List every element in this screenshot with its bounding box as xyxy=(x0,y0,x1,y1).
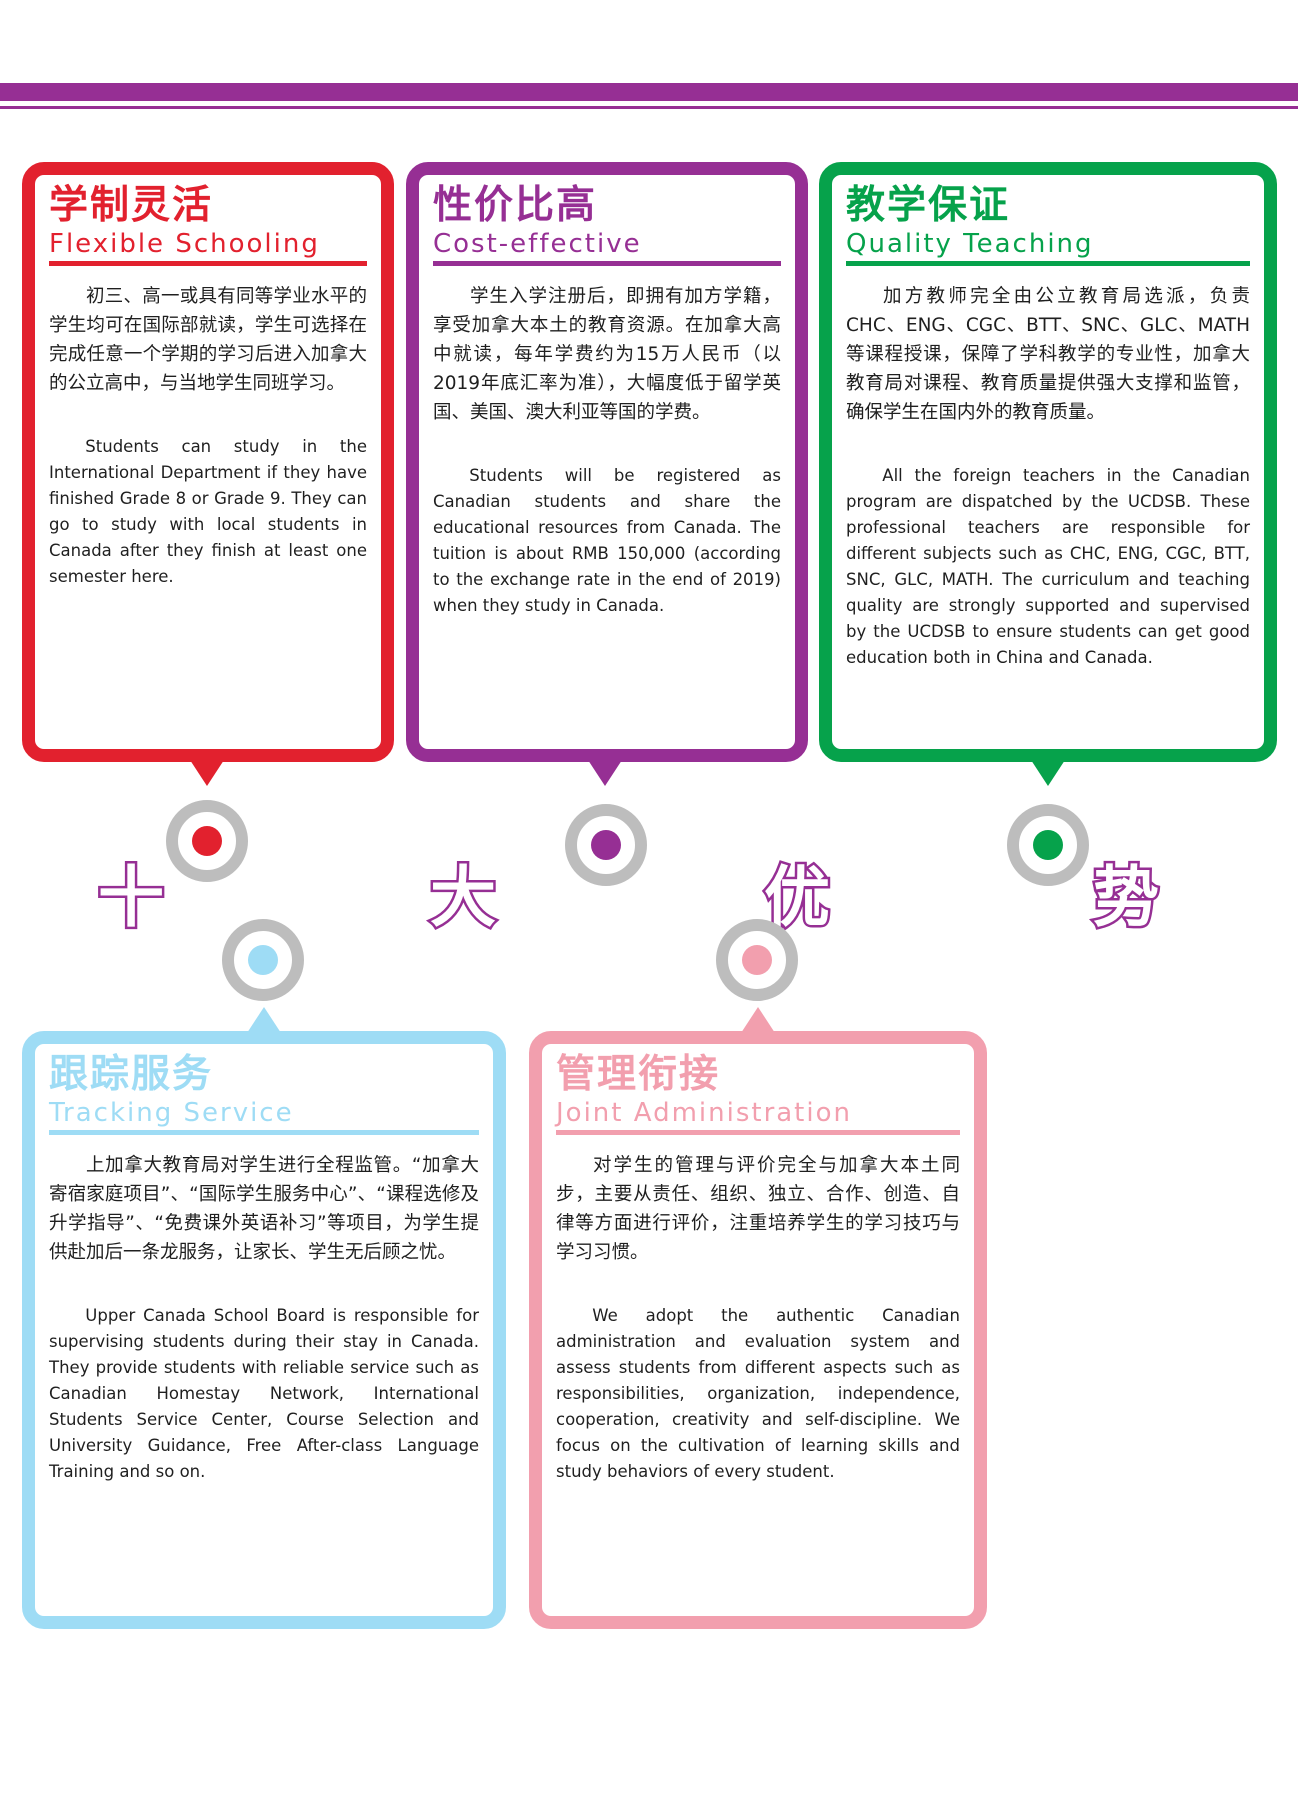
title-underline xyxy=(846,261,1250,266)
card-title-zh: 管理衔接 xyxy=(556,1052,721,1097)
card-title-zh: 学制灵活 xyxy=(49,183,214,228)
card-joint-administration: 管理衔接 Joint Administration 对学生的管理与评价完全与加拿… xyxy=(529,1031,987,1629)
card-body-en: All the foreign teachers in the Canadian… xyxy=(846,466,1250,667)
card-body-en: Upper Canada School Board is responsible… xyxy=(49,1306,479,1481)
card-title-en: Joint Administration xyxy=(556,1098,852,1128)
card-pointer xyxy=(741,1007,775,1033)
banner-char: 大 xyxy=(428,859,499,936)
card-title-en: Flexible Schooling xyxy=(49,229,320,259)
card-body-zh: 对学生的管理与评价完全与加拿大本土同步，主要从责任、组织、独立、合作、创造、自律… xyxy=(556,1155,960,1263)
card-title-zh: 性价比高 xyxy=(433,183,598,228)
card-body-en: Students can study in the International … xyxy=(49,437,367,586)
node-dot xyxy=(1033,830,1063,860)
card-cost-effective: 性价比高 Cost-effective 学生入学注册后，即拥有加方学籍，享受加拿… xyxy=(406,162,808,762)
banner-char: 十 xyxy=(96,859,167,936)
node-dot xyxy=(742,945,772,975)
card-body-zh: 加方教师完全由公立教育局选派，负责CHC、ENG、CGC、BTT、SNC、GLC… xyxy=(846,286,1250,423)
card-tracking-service: 跟踪服务 Tracking Service 上加拿大教育局对学生进行全程监管。“… xyxy=(22,1031,506,1629)
card-body-zh: 上加拿大教育局对学生进行全程监管。“加拿大寄宿家庭项目”、“国际学生服务中心”、… xyxy=(49,1155,479,1263)
card-title-zh: 教学保证 xyxy=(846,183,1011,228)
card-pointer xyxy=(247,1007,281,1033)
card-title-en: Cost-effective xyxy=(433,229,642,259)
card-pointer xyxy=(588,760,622,786)
timeline-node-purple xyxy=(565,804,647,886)
card-pointer xyxy=(1031,760,1065,786)
timeline-node-pink xyxy=(716,919,798,1001)
node-dot xyxy=(248,945,278,975)
title-underline xyxy=(433,261,781,266)
card-body-zh: 初三、高一或具有同等学业水平的学生均可在国际部就读，学生可选择在完成任意一个学期… xyxy=(49,286,367,394)
card-quality-teaching: 教学保证 Quality Teaching 加方教师完全由公立教育局选派，负责C… xyxy=(819,162,1277,762)
top-accent-bar xyxy=(0,83,1298,101)
node-dot xyxy=(591,830,621,860)
card-body-en: Students will be registered as Canadian … xyxy=(433,466,781,615)
top-accent-line xyxy=(0,106,1298,109)
card-body-en: We adopt the authentic Canadian administ… xyxy=(556,1306,960,1481)
title-underline xyxy=(556,1130,960,1135)
banner-char: 势 xyxy=(1091,859,1162,936)
card-title-zh: 跟踪服务 xyxy=(49,1052,214,1097)
card-pointer xyxy=(190,760,224,786)
node-dot xyxy=(192,826,222,856)
card-body-zh: 学生入学注册后，即拥有加方学籍，享受加拿大本土的教育资源。在加拿大高中就读，每年… xyxy=(433,286,781,423)
title-underline xyxy=(49,261,367,266)
timeline-node-light-blue xyxy=(222,919,304,1001)
card-title-en: Tracking Service xyxy=(49,1098,294,1128)
title-underline xyxy=(49,1130,479,1135)
card-flexible-schooling: 学制灵活 Flexible Schooling 初三、高一或具有同等学业水平的学… xyxy=(22,162,394,762)
timeline-node-red xyxy=(166,800,248,882)
timeline-node-green xyxy=(1007,804,1089,886)
card-title-en: Quality Teaching xyxy=(846,229,1094,259)
